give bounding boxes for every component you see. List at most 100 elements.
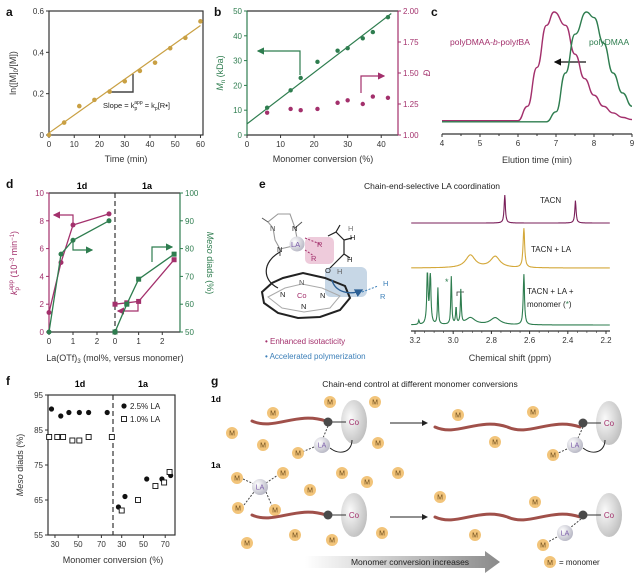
- data-point: [136, 276, 142, 282]
- monomer-icon: [269, 504, 281, 516]
- trace-polydmaa-b-polytba: [441, 11, 633, 122]
- y-axis-label: Mn (kDa): [215, 55, 227, 90]
- series-line: [48, 220, 110, 333]
- monomer-icon: [326, 534, 338, 546]
- x-tick-label: 40: [146, 140, 155, 149]
- data-point-2-5-la: [144, 476, 150, 482]
- x-tick-label: 2: [160, 337, 165, 346]
- dispersity-point: [264, 110, 270, 115]
- spectrum-label-tacn-la-monomer: TACN + LA +: [527, 287, 574, 296]
- monomer-icon: [304, 484, 316, 496]
- monomer-icon: [527, 406, 539, 418]
- svg-text:H: H: [347, 255, 352, 264]
- svg-text:M: M: [327, 400, 333, 407]
- y-axis-label: ln([M]0/[M]): [8, 51, 20, 95]
- data-point-1-0-la: [60, 434, 67, 440]
- arrow-1a-right: [151, 243, 174, 262]
- x-tick-label: 0: [47, 337, 52, 346]
- x-axis-label: La(OTf)3 (mol%, versus monomer): [46, 353, 183, 365]
- monomer-icon: [369, 396, 381, 408]
- x-tick-label: 20: [310, 140, 319, 149]
- panel-label-e: e: [259, 177, 266, 191]
- data-point: [122, 78, 128, 84]
- chart-f: 1d 1a Monomer conversion (%) Meso diads …: [15, 379, 163, 565]
- y-tick-label: 10: [233, 106, 242, 115]
- y-tick-label: 0.4: [33, 48, 45, 57]
- svg-text:O: O: [325, 266, 331, 275]
- y-tick-label: 65: [34, 496, 43, 505]
- y-tick-label: 95: [34, 391, 43, 400]
- x-tick-label: 70: [161, 540, 170, 549]
- spectrum-label-monomer: monomer (*): [527, 300, 572, 309]
- data-point: [137, 68, 143, 74]
- data-point-1-0-la: [118, 507, 125, 514]
- data-point: [171, 257, 177, 263]
- panel-e-title: Chain-end-selective LA coordination: [364, 181, 500, 191]
- svg-text:N: N: [292, 224, 297, 233]
- data-point: [70, 237, 76, 243]
- x-tick-label: 2.4: [562, 336, 574, 345]
- x-tick-label: 60: [196, 140, 205, 149]
- panel-label-d: d: [6, 177, 13, 191]
- svg-text:N: N: [270, 224, 275, 233]
- y-tick-label: 100: [185, 189, 199, 198]
- data-point: [107, 89, 112, 94]
- cobalt-complex: [341, 400, 367, 444]
- la-coordination-highlight: [305, 237, 334, 264]
- monomer-icon: [267, 407, 279, 419]
- data-point: [198, 19, 203, 24]
- fit-line: [246, 13, 392, 125]
- polymer-chain: [250, 510, 328, 520]
- x-tick-label: 30: [117, 540, 126, 549]
- porphyrin-ring: [260, 271, 352, 320]
- data-point: [46, 132, 52, 138]
- group-label-1a: 1a: [142, 181, 153, 191]
- svg-text:M: M: [295, 451, 301, 458]
- panel-g: Chain-end control at different monomer c…: [211, 379, 622, 573]
- plot-frame: [48, 10, 204, 136]
- svg-text:LA: LA: [318, 443, 327, 450]
- y-tick-label: 50: [233, 7, 242, 16]
- chart-a: Time (min) ln([M]0/[M]) Slope = kpapp = …: [8, 51, 170, 164]
- panel-label-a: a: [6, 5, 13, 19]
- svg-text:M: M: [244, 541, 250, 548]
- x-tick-label: 2: [95, 337, 100, 346]
- x-axis-label: Monomer conversion (%): [273, 154, 374, 164]
- data-point: [183, 35, 188, 41]
- x-axis-label: Chemical shift (ppm): [469, 353, 552, 363]
- svg-text:M: M: [455, 413, 461, 420]
- data-point: [46, 310, 52, 316]
- conversion-arrow: [305, 551, 500, 573]
- conversion-arrow-label: Monomer conversion increases: [351, 557, 469, 567]
- dispersity-point: [298, 108, 303, 113]
- svg-text:M: M: [375, 441, 381, 448]
- cobalt-complex: [596, 493, 622, 537]
- y-right-axis-label: Đ: [422, 69, 432, 76]
- x-tick-label: 2.8: [486, 336, 498, 345]
- x-tick-label: 70: [97, 540, 106, 549]
- data-point: [167, 45, 173, 51]
- svg-text:M: M: [234, 476, 240, 483]
- svg-text:LA: LA: [571, 443, 580, 450]
- y-tick-label: 2: [40, 300, 45, 309]
- monomer-icon: [372, 437, 384, 449]
- series-line: [48, 213, 110, 313]
- chain-end-radical: [323, 417, 333, 427]
- series-line: [114, 253, 175, 333]
- svg-text:LA: LA: [291, 240, 300, 249]
- data-point-2-5-la: [58, 413, 64, 419]
- mn-point: [385, 15, 391, 20]
- svg-text:M: M: [270, 411, 276, 418]
- monomer-icon: [376, 527, 388, 539]
- x-tick-label: 3.0: [448, 336, 460, 345]
- arrow-1d-left: [52, 211, 74, 223]
- x-tick-label: 40: [377, 140, 386, 149]
- data-point: [112, 301, 118, 307]
- y-tick-label: 70: [185, 272, 194, 281]
- arrow-to-left-axis: [256, 47, 301, 75]
- x-tick-label: 10: [70, 140, 79, 149]
- row-label-1a: 1a: [211, 460, 221, 470]
- y-tick-label: 1.50: [403, 69, 419, 78]
- monomer-icon: [292, 447, 304, 459]
- panel-label-f: f: [6, 374, 11, 388]
